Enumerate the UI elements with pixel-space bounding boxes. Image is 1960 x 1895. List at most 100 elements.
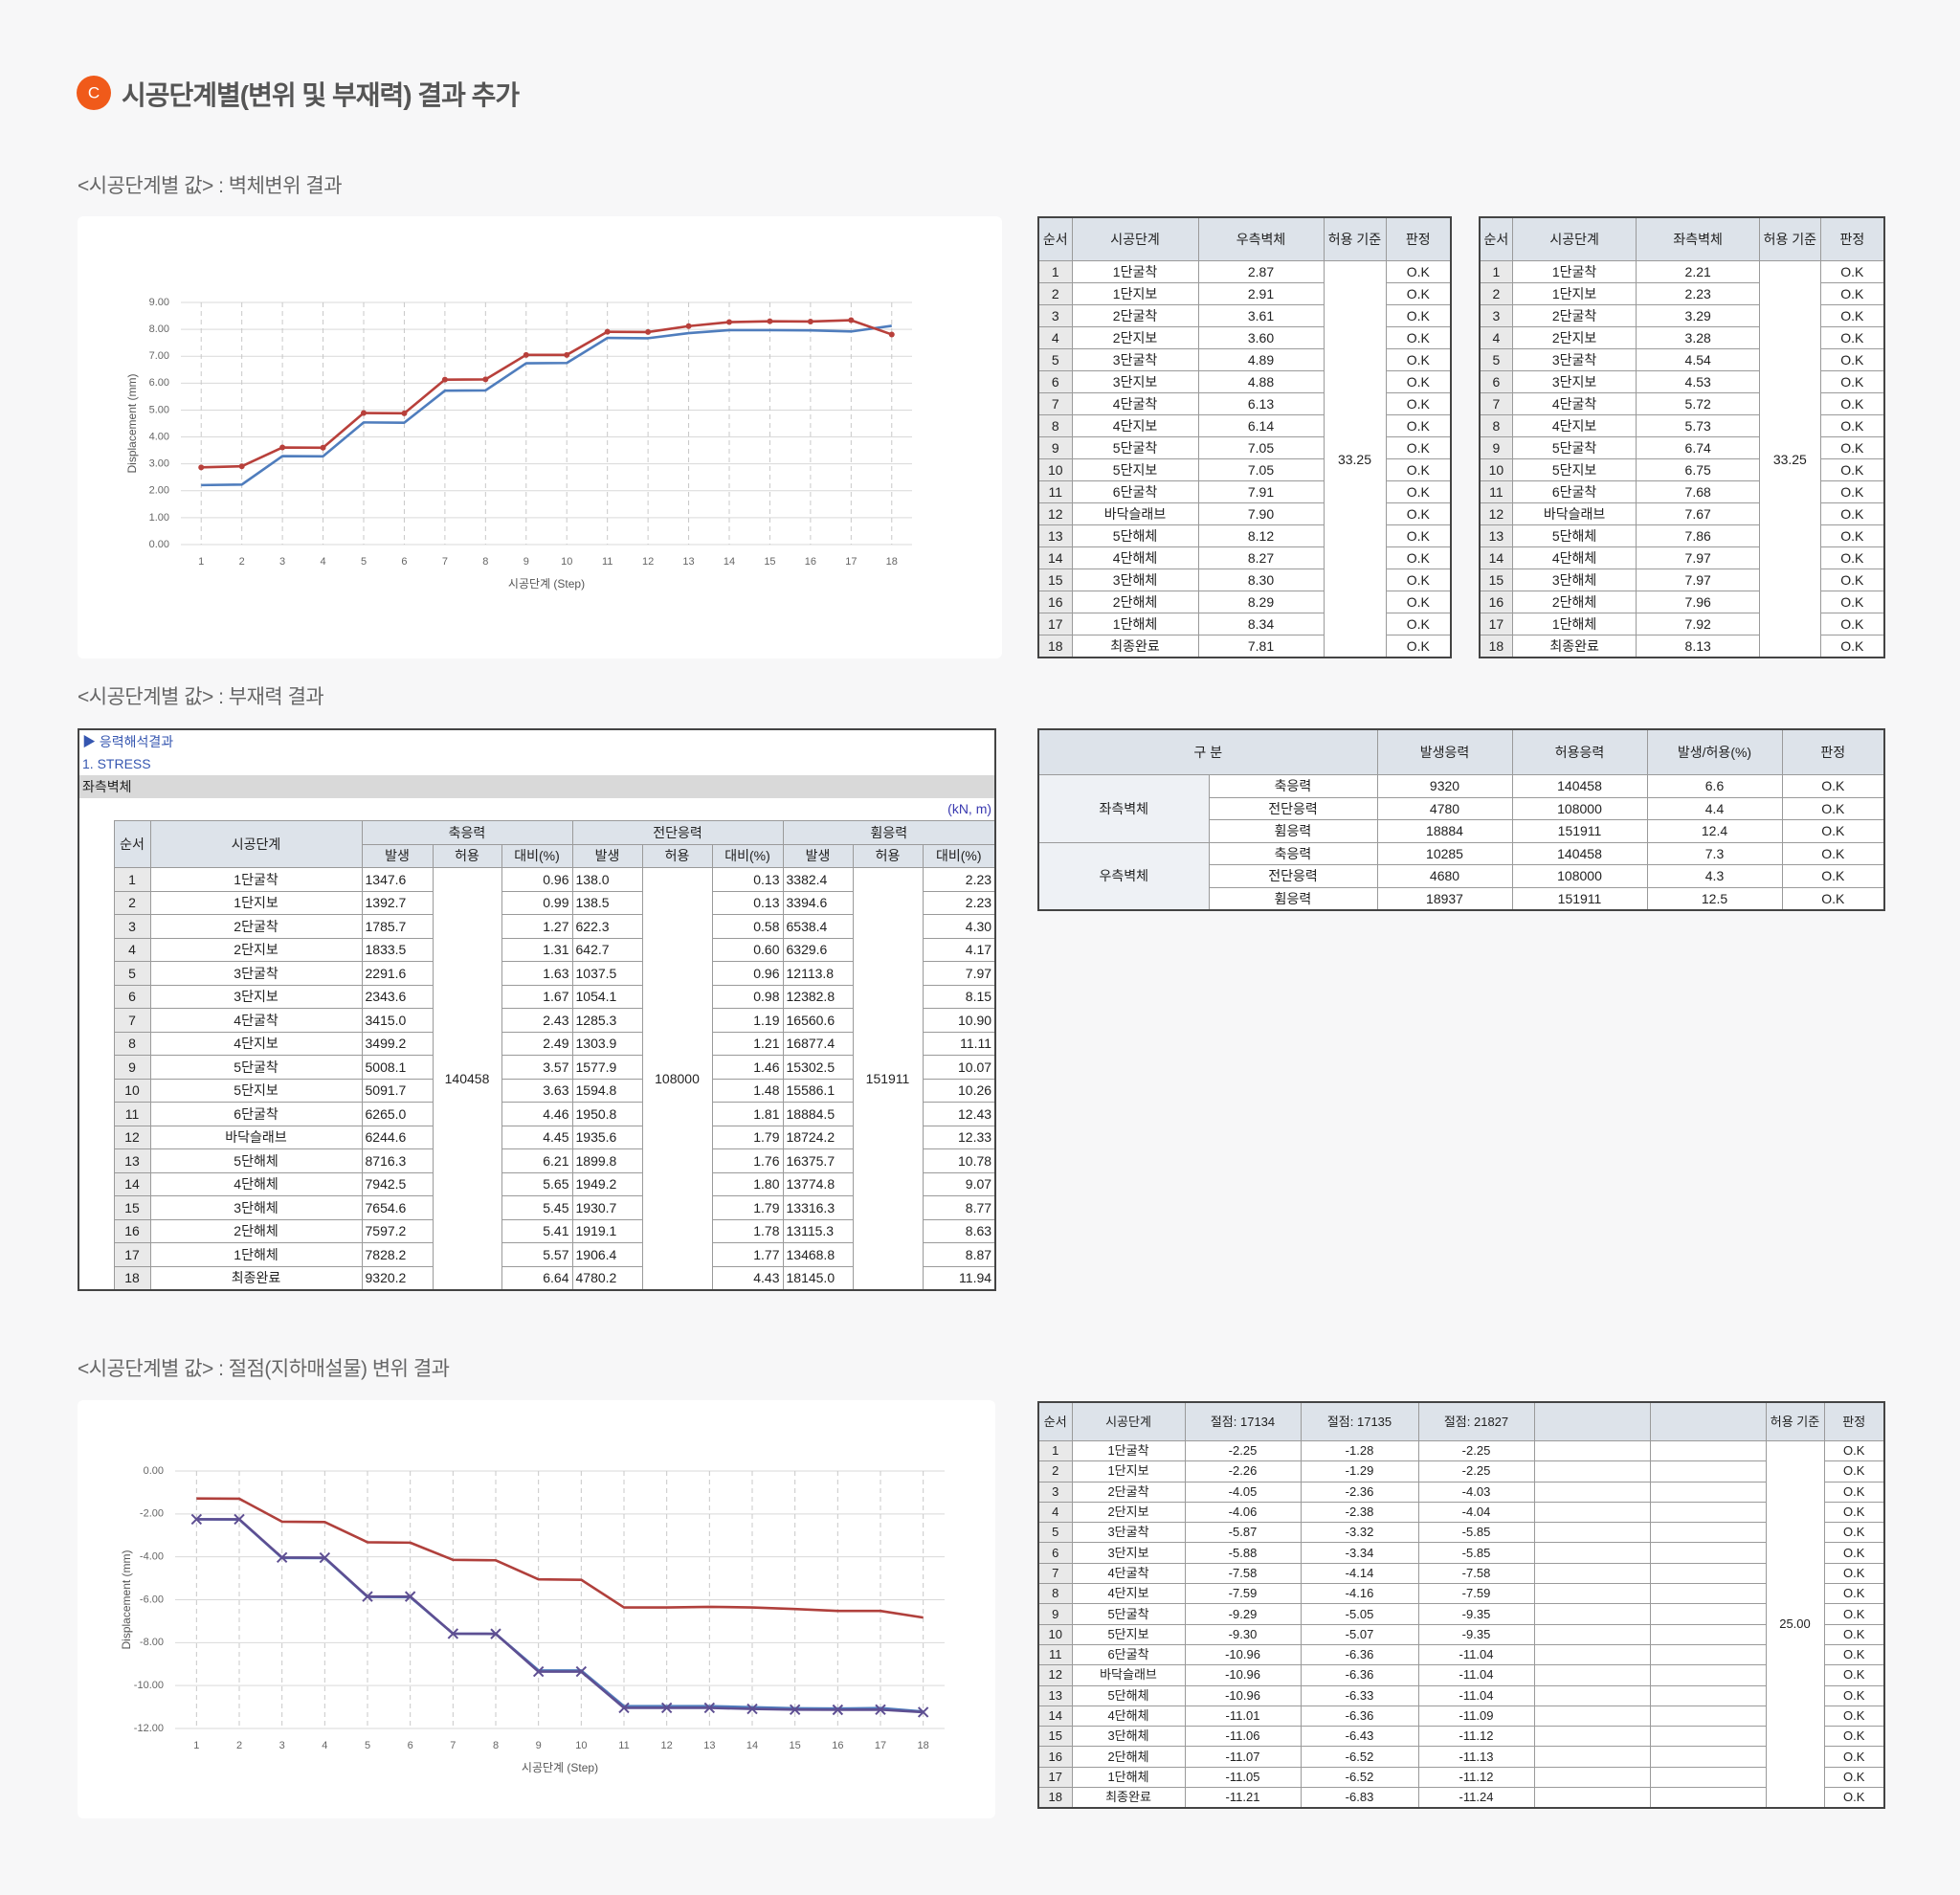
cell: O.K xyxy=(1781,796,1885,820)
header-cell xyxy=(1533,1401,1651,1441)
cell: 8.15 xyxy=(922,984,996,1009)
cell: 8 xyxy=(1037,414,1073,437)
cell: 6.64 xyxy=(501,1265,573,1291)
cell: 0.58 xyxy=(711,914,784,939)
cell: 우측벽체 xyxy=(1037,841,1210,911)
cell: 4680 xyxy=(1376,864,1513,888)
header-cell: 순서 xyxy=(1037,1401,1073,1441)
x-tick-label: 7 xyxy=(450,1740,456,1751)
x-tick-label: 10 xyxy=(561,556,572,568)
cell xyxy=(1649,1603,1767,1625)
cell: 0.96 xyxy=(501,867,573,892)
cell: 3382.4 xyxy=(782,867,854,892)
x-tick-label: 2 xyxy=(236,1740,242,1751)
cell: -6.33 xyxy=(1300,1684,1419,1706)
cell: -11.13 xyxy=(1417,1746,1535,1768)
cell: 1단지보 xyxy=(1511,282,1637,305)
cell: 1.27 xyxy=(501,914,573,939)
header-cell: 발생 xyxy=(782,843,854,868)
cell: -4.05 xyxy=(1184,1481,1302,1503)
header-cell xyxy=(1649,1401,1767,1441)
cell: 8.87 xyxy=(922,1242,996,1267)
y-tick-label: 0.00 xyxy=(144,1465,164,1477)
cell: 9 xyxy=(1037,1603,1073,1625)
header-cell: 절점: 17135 xyxy=(1300,1401,1419,1441)
row: 14 4단해체 8.27 O.K xyxy=(1037,546,1452,569)
row: 5 3단굴착 4.54 O.K xyxy=(1479,348,1885,371)
cell: 3 xyxy=(1479,304,1513,327)
header-cell: 구 분 xyxy=(1037,728,1378,775)
cell: O.K xyxy=(1385,282,1452,305)
cell: 7.91 xyxy=(1197,480,1325,503)
y-tick-label: -2.00 xyxy=(140,1508,164,1520)
cell: 12.33 xyxy=(922,1125,996,1149)
cell: 5단해체 xyxy=(1071,1684,1186,1706)
cell: 3.29 xyxy=(1636,304,1760,327)
point xyxy=(685,323,692,329)
cell: -7.59 xyxy=(1184,1583,1302,1605)
cell xyxy=(1649,1522,1767,1544)
cell: 5단지보 xyxy=(1071,458,1199,481)
point xyxy=(917,1706,929,1718)
cell xyxy=(1649,1623,1767,1645)
cell: 18724.2 xyxy=(782,1125,854,1149)
cell: O.K xyxy=(1819,348,1885,371)
cell: O.K xyxy=(1823,1623,1885,1645)
wall-table: 순서 시공단계 우측벽체 허용 기준 판정 1 1단굴착 2.87 33.25 O.K 2 1단지보 2… xyxy=(1037,216,1452,658)
cell: 17 xyxy=(113,1242,151,1267)
cell: 4.45 xyxy=(501,1125,573,1149)
cell: 4780 xyxy=(1376,796,1513,820)
cell: 16 xyxy=(1479,591,1513,613)
cell: 10.26 xyxy=(922,1078,996,1103)
cell: 11.94 xyxy=(922,1265,996,1291)
cell: 1577.9 xyxy=(571,1055,643,1080)
cell: 7 xyxy=(1037,1562,1073,1585)
x-tick-label: 2 xyxy=(239,556,245,568)
cell: O.K xyxy=(1781,841,1885,865)
cell: 5단해체 xyxy=(1511,524,1637,547)
cell: 4.89 xyxy=(1197,348,1325,371)
cell: O.K xyxy=(1385,392,1452,415)
cell: O.K xyxy=(1823,1542,1885,1564)
cell: 1단해체 xyxy=(149,1242,363,1267)
cell: 3415.0 xyxy=(361,1008,434,1033)
point xyxy=(875,1704,886,1715)
cell: 15 xyxy=(113,1195,151,1220)
header-cell: 발생/허용(%) xyxy=(1646,728,1783,775)
cell: 12 xyxy=(1037,1664,1073,1686)
x-axis-title: 시공단계 (Step) xyxy=(508,577,585,591)
gutter xyxy=(78,821,114,1291)
row: 8 4단지보 6.14 O.K xyxy=(1037,414,1452,437)
cell: 4 xyxy=(1037,1501,1073,1524)
cell: 5단해체 xyxy=(149,1148,363,1173)
row: 14 4단해체 7.97 O.K xyxy=(1479,546,1885,569)
cell: O.K xyxy=(1823,1664,1885,1686)
point xyxy=(490,1628,501,1639)
cell: 7.86 xyxy=(1636,524,1760,547)
cell: O.K xyxy=(1385,480,1452,503)
cell: 0.99 xyxy=(501,890,573,915)
section-label: <시공단계별 값> : 절점(지하매설물) 변위 결과 xyxy=(78,1358,450,1380)
row: 3 2단굴착 3.29 O.K xyxy=(1479,304,1885,327)
cell: 8.77 xyxy=(922,1195,996,1220)
section-label: <시공단계별 값> : 부재력 결과 xyxy=(78,686,324,708)
y-tick-label: 0.00 xyxy=(149,539,169,550)
cell: O.K xyxy=(1819,458,1885,481)
cell: 8.34 xyxy=(1197,613,1325,635)
cell: 6단굴착 xyxy=(149,1102,363,1126)
cell: 3394.6 xyxy=(782,890,854,915)
x-tick-label: 12 xyxy=(661,1740,673,1751)
row: 5 3단굴착 -5.87 -3.32 -5.85 O.K xyxy=(1037,1522,1885,1544)
cell: 바닥슬래브 xyxy=(149,1125,363,1149)
cell: 5091.7 xyxy=(361,1078,434,1103)
cell: 6 xyxy=(1037,370,1073,393)
cell: -4.06 xyxy=(1184,1501,1302,1524)
x-tick-label: 17 xyxy=(875,1740,886,1751)
row: 우측벽체 축응력 10285 140458 7.3 O.K xyxy=(1037,841,1885,911)
badge xyxy=(77,76,111,110)
cell: O.K xyxy=(1823,1643,1885,1666)
cell: 7.3 xyxy=(1646,841,1783,865)
cell: 18 xyxy=(1037,635,1073,658)
cell xyxy=(1533,1623,1651,1645)
cell: 3단해체 xyxy=(1511,568,1637,591)
